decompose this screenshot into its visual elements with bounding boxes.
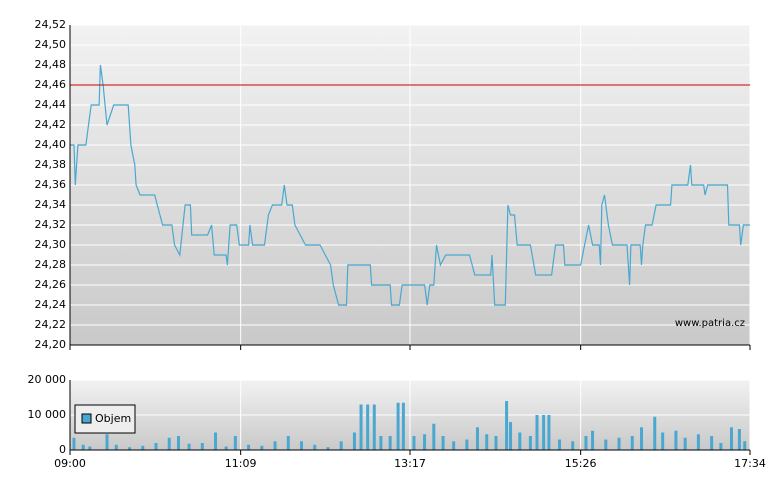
volume-bar [743, 441, 747, 450]
volume-bar [396, 402, 400, 450]
x-tick-label: 11:09 [225, 457, 257, 470]
volume-bar [494, 436, 498, 450]
volume-bar [128, 447, 132, 450]
volume-bar [200, 443, 204, 450]
y-tick-label: 24,48 [35, 58, 67, 71]
volume-bar [359, 404, 363, 450]
volume-bar [352, 432, 356, 450]
volume-bar [388, 436, 392, 450]
legend-label: Objem [95, 412, 131, 425]
y-tick-label: 24,44 [35, 98, 67, 111]
y-tick-label: 24,36 [35, 178, 67, 191]
volume-bar [432, 423, 436, 450]
y-tick-label: 0 [59, 443, 66, 456]
volume-bar [366, 404, 370, 450]
y-tick-label: 24,50 [35, 38, 67, 51]
y-tick-label: 24,38 [35, 158, 67, 171]
volume-bar [326, 447, 330, 450]
volume-bar [617, 437, 621, 450]
volume-bar [640, 427, 644, 450]
volume-bar [379, 436, 383, 450]
volume-bar [260, 445, 264, 450]
volume-bar [81, 444, 85, 450]
watermark: www.patria.cz [675, 318, 745, 329]
volume-bar [465, 439, 469, 450]
layer: 24,20 24,22 24,24 24,26 24,28 24,30 24,32 24,34… [28, 18, 766, 470]
volume-bar [412, 436, 416, 450]
volume-bar [105, 434, 109, 450]
volume-bar [509, 422, 513, 450]
volume-bar [584, 436, 588, 450]
volume-bar [719, 443, 723, 450]
volume-bar [233, 436, 237, 450]
y-tick-label: 24,34 [35, 198, 67, 211]
volume-bar [154, 443, 158, 450]
x-tick-label: 13:17 [394, 457, 426, 470]
volume-bar [300, 441, 304, 450]
volume-bar [88, 446, 92, 450]
x-tick-label: 17:34 [734, 457, 766, 470]
volume-bar [441, 436, 445, 450]
volume-bar [423, 434, 427, 450]
volume-bar [535, 415, 539, 450]
volume-bar [247, 444, 251, 450]
y-tick-label: 24,32 [35, 218, 67, 231]
volume-bar [737, 429, 741, 450]
y-tick-label: 20 000 [28, 373, 67, 386]
volume-bar [653, 416, 657, 450]
x-tick-label: 15:26 [565, 457, 597, 470]
volume-bar [683, 437, 687, 450]
volume-bar [286, 436, 290, 450]
volume-bar [273, 441, 277, 450]
volume-bar [224, 446, 228, 450]
volume-bar [557, 439, 561, 450]
volume-bar [542, 415, 546, 450]
volume-bar [729, 427, 733, 450]
volume-bar [141, 445, 145, 450]
x-tick-label: 09:00 [54, 457, 86, 470]
volume-bar [114, 444, 118, 450]
volume-bar [187, 443, 191, 450]
volume-bar [591, 430, 595, 450]
volume-bar [475, 427, 479, 450]
volume-bar [674, 430, 678, 450]
volume-bar [604, 439, 608, 450]
volume-bar [661, 432, 665, 450]
volume-bar [72, 437, 76, 450]
y-tick-label: 24,42 [35, 118, 67, 131]
y-tick-label: 10 000 [28, 408, 67, 421]
y-tick-label: 24,20 [35, 338, 67, 351]
volume-bar [528, 436, 532, 450]
y-tick-label: 24,40 [35, 138, 67, 151]
legend-swatch [81, 413, 92, 424]
y-tick-label: 24,52 [35, 18, 67, 31]
y-tick-label: 24,24 [35, 298, 67, 311]
volume-bar [167, 437, 171, 450]
y-tick-label: 24,28 [35, 258, 67, 271]
volume-bar [518, 432, 522, 450]
volume-bar [696, 434, 700, 450]
volume-bar [485, 434, 489, 450]
volume-bar [547, 415, 551, 450]
y-tick-label: 24,22 [35, 318, 67, 331]
price-line [70, 64, 750, 306]
volume-bar [401, 402, 405, 450]
y-tick-label: 24,46 [35, 78, 67, 91]
volume-bar [214, 432, 218, 450]
volume-bar [571, 441, 575, 450]
y-tick-label: 24,26 [35, 278, 67, 291]
volume-bar [176, 436, 180, 450]
volume-bar [710, 436, 714, 450]
volume-bar [505, 401, 509, 450]
volume-bar [339, 441, 343, 450]
volume-bar [313, 444, 317, 450]
volume-bar [452, 441, 456, 450]
volume-bar [630, 436, 634, 450]
y-tick-label: 24,30 [35, 238, 67, 251]
volume-bar [372, 404, 376, 450]
